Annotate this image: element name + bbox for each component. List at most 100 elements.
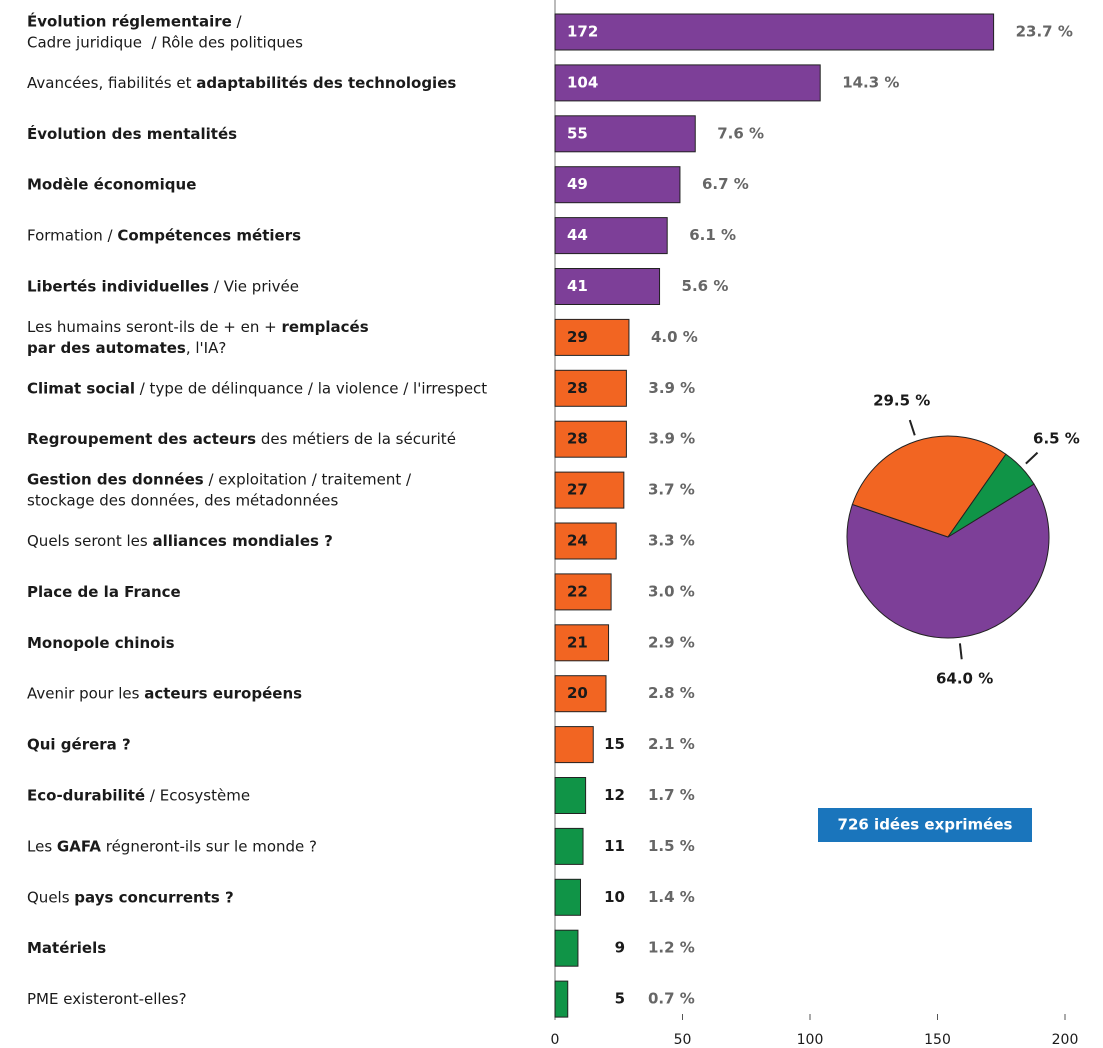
category-label: Cadre juridique / Rôle des politiques (27, 33, 303, 51)
category-label: Avenir pour les acteurs européens (27, 684, 302, 702)
value-label: 104 (567, 73, 598, 91)
label-part: stockage des données, des métadonnées (27, 491, 339, 509)
x-tick-label: 100 (797, 1032, 824, 1048)
bar (554, 268, 661, 305)
bar (554, 217, 668, 255)
category-label: Quels seront les alliances mondiales ? (27, 532, 333, 550)
label-part: Évolution réglementaire (27, 11, 232, 30)
label-part: Évolution des mentalités (27, 123, 237, 142)
label-part: GAFA (57, 837, 101, 855)
label-part: Gestion des données (27, 470, 204, 488)
leader-line (908, 419, 916, 436)
label-part: PME existeront-elles? (27, 990, 187, 1008)
value-label: 55 (567, 124, 588, 142)
label-part: Matériels (27, 939, 106, 957)
label-part: / type de délinquance / la violence / l'… (135, 379, 487, 397)
category-label: Monopole chinois (27, 633, 175, 651)
x-tick-label: 0 (551, 1032, 560, 1048)
percent-label: 1.2 % (648, 939, 695, 957)
label-part: Les (27, 837, 57, 855)
value-label: 22 (567, 582, 588, 600)
pie-slice (851, 435, 1007, 538)
percent-label: 2.9 % (648, 633, 695, 651)
label-part: par des automates (27, 338, 186, 356)
category-label: Évolution réglementaire / (27, 11, 243, 30)
x-tick-label: 50 (674, 1032, 692, 1048)
label-part: alliances mondiales ? (153, 532, 333, 550)
percent-label: 1.4 % (648, 888, 695, 906)
category-label: Les humains seront-ils de + en + remplac… (27, 317, 369, 335)
percent-label: 1.5 % (648, 837, 695, 855)
label-part: Climat social (27, 379, 135, 397)
label-part: Compétences métiers (117, 226, 301, 244)
bar (554, 420, 627, 458)
bar (554, 166, 681, 204)
percent-label: 3.9 % (648, 430, 695, 448)
pie-label: 64.0 % (936, 670, 993, 688)
percent-label: 6.7 % (702, 175, 749, 193)
x-tick-label: 150 (924, 1032, 951, 1048)
value-label: 9 (615, 939, 625, 957)
category-label: Eco-durabilité / Ecosystème (27, 786, 250, 804)
category-label: Regroupement des acteurs des métiers de … (27, 430, 456, 448)
percent-label: 3.3 % (648, 532, 695, 550)
bar (554, 675, 607, 713)
bar (554, 878, 581, 916)
label-part: Place de la France (27, 582, 181, 600)
percent-label: 4.0 % (651, 328, 698, 346)
bar (554, 726, 594, 764)
label-part: régneront-ils sur le monde ? (101, 837, 317, 855)
label-part: / exploitation / traitement / (204, 470, 412, 488)
x-tick-label: 200 (1052, 1032, 1079, 1048)
bar (554, 13, 995, 51)
pie-slice (846, 483, 1050, 639)
value-label: 27 (567, 481, 588, 499)
category-label: Qui gérera ? (27, 735, 131, 753)
label-part: / (232, 12, 243, 30)
value-label: 15 (604, 735, 625, 753)
label-part: Avenir pour les (27, 684, 144, 702)
bar (554, 980, 569, 1018)
percent-label: 2.8 % (648, 684, 695, 702)
bar (554, 573, 612, 611)
label-part: des métiers de la sécurité (256, 430, 456, 448)
category-label: Climat social / type de délinquance / la… (27, 379, 487, 397)
category-label: Libertés individuelles / Vie privée (27, 277, 299, 295)
category-label: Place de la France (27, 582, 181, 600)
value-label: 24 (567, 532, 588, 550)
bar (554, 777, 587, 814)
label-part: / Vie privée (209, 277, 299, 295)
percent-label: 3.9 % (648, 379, 695, 397)
value-label: 29 (567, 328, 588, 346)
leader-line (1025, 451, 1039, 465)
label-part: pays concurrents ? (74, 888, 233, 906)
label-part: acteurs européens (144, 684, 302, 702)
percent-label: 6.1 % (689, 226, 736, 244)
label-part: Libertés individuelles (27, 277, 209, 295)
pie-label: 29.5 % (873, 392, 930, 410)
label-part: Modèle économique (27, 175, 196, 193)
label-part: Formation / (27, 226, 117, 244)
category-label: Formation / Compétences métiers (27, 226, 301, 244)
category-label: Modèle économique (27, 175, 196, 193)
bar (554, 318, 630, 356)
category-label: Évolution des mentalités (27, 123, 237, 142)
category-label: Quels pays concurrents ? (27, 888, 234, 906)
bar (554, 624, 610, 662)
bar (554, 929, 579, 967)
value-label: 49 (567, 175, 588, 193)
pie-label: 6.5 % (1033, 429, 1080, 447)
bar (554, 64, 821, 102)
label-part: Quels seront les (27, 532, 153, 550)
bar (554, 827, 584, 865)
label-part: adaptabilités des technologies (196, 73, 456, 91)
percent-label: 1.7 % (648, 786, 695, 804)
value-label: 28 (567, 379, 588, 397)
bar (554, 369, 627, 407)
category-label: stockage des données, des métadonnées (27, 491, 339, 509)
label-part: Eco-durabilité (27, 786, 145, 804)
bar (554, 115, 696, 153)
label-part: / Ecosystème (145, 786, 250, 804)
percent-label: 14.3 % (842, 73, 899, 91)
